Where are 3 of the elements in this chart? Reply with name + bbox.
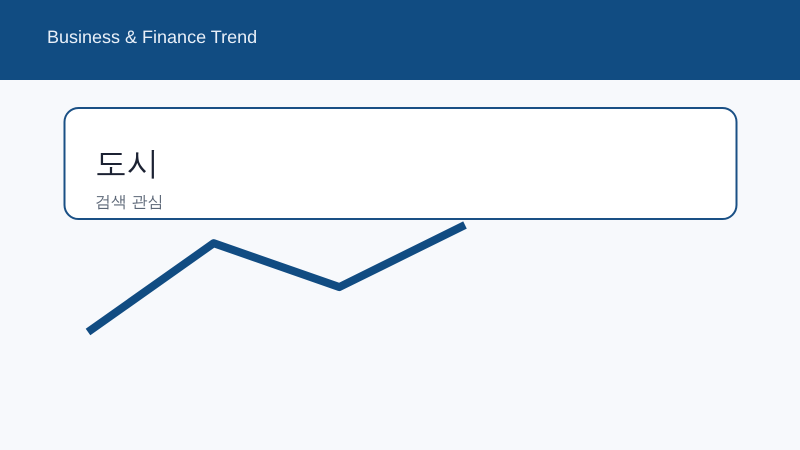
- annotation: Business & Finance Trend: [47, 27, 258, 47]
- title: 도시: [95, 145, 159, 181]
- subtitle: 검색 관심: [95, 194, 164, 211]
